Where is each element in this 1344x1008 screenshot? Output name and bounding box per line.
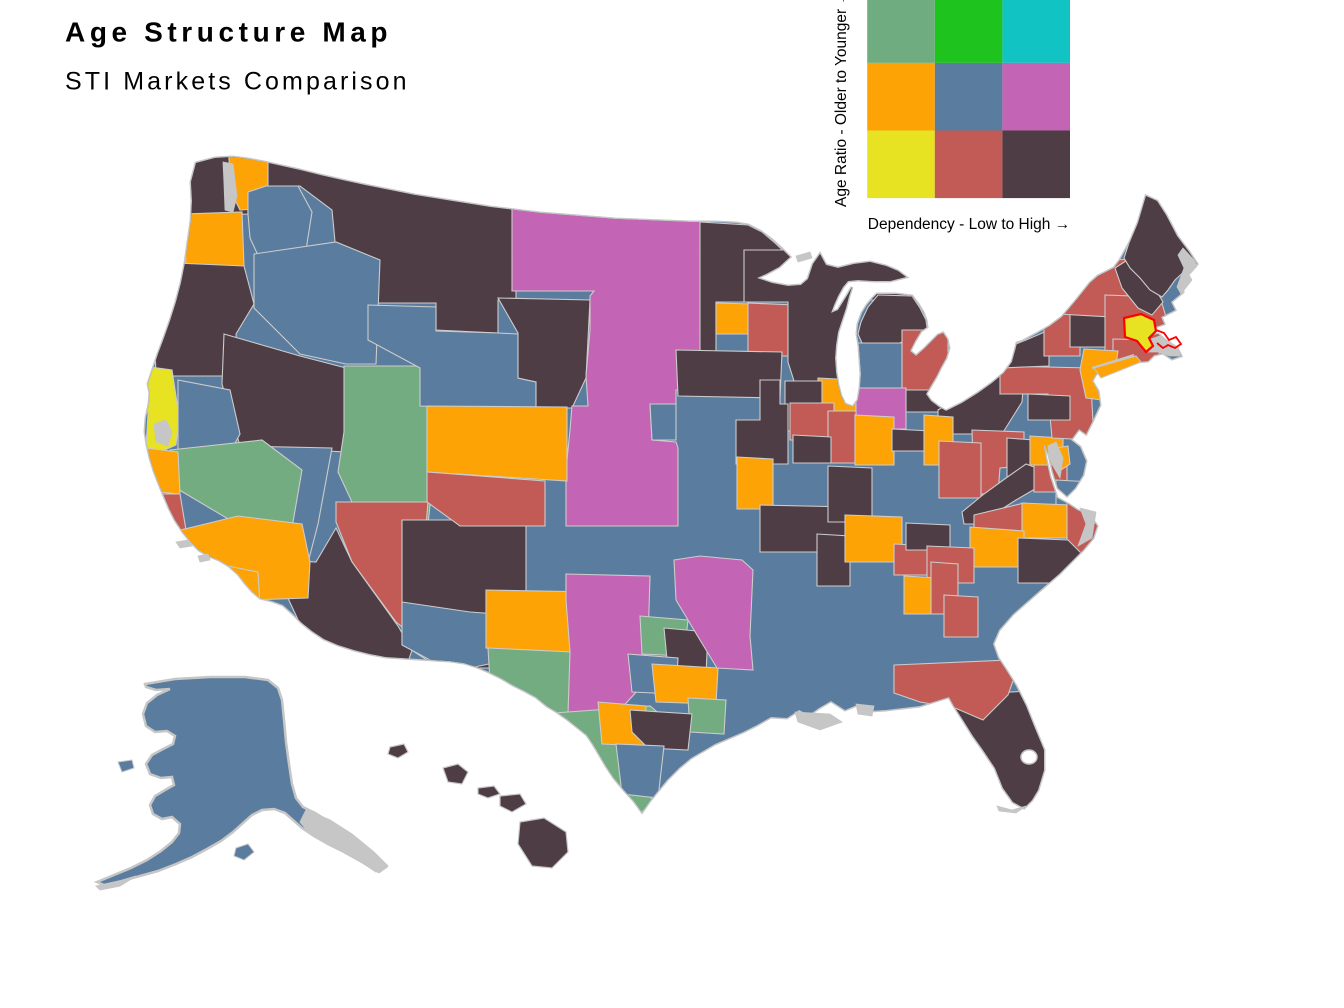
svg-text:Dependency - Low to High →: Dependency - Low to High → [868, 216, 1070, 233]
svg-text:Age Structure Map: Age Structure Map [65, 17, 392, 48]
svg-text:STI Markets Comparison: STI Markets Comparison [65, 68, 410, 96]
svg-text:Age Ratio - Older to Younger →: Age Ratio - Older to Younger → [833, 0, 850, 207]
